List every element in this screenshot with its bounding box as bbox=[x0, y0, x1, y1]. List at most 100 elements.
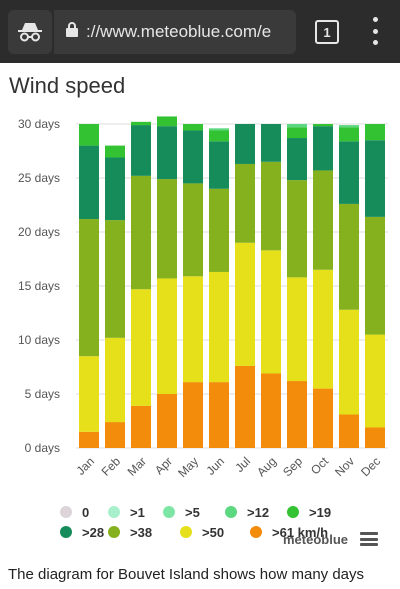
bar-segment[interactable] bbox=[131, 175, 151, 290]
legend-swatch bbox=[60, 506, 72, 518]
bar-segment[interactable] bbox=[157, 116, 177, 127]
bar-segment[interactable] bbox=[183, 124, 203, 131]
bar-segment[interactable] bbox=[313, 126, 333, 171]
bar-segment[interactable] bbox=[287, 381, 307, 448]
bar-segment[interactable] bbox=[261, 250, 281, 374]
legend-swatch bbox=[108, 526, 120, 538]
bar-segment[interactable] bbox=[339, 309, 359, 415]
bar-segment[interactable] bbox=[209, 271, 229, 383]
bar-segment[interactable] bbox=[235, 242, 255, 366]
lock-icon bbox=[66, 22, 78, 42]
bar-segment[interactable] bbox=[365, 124, 385, 141]
bar-segment[interactable] bbox=[131, 405, 151, 448]
bar-segment[interactable] bbox=[235, 124, 255, 164]
legend-item[interactable]: >5 bbox=[163, 505, 225, 520]
x-tick-label: Sep bbox=[280, 454, 305, 479]
bar-segment[interactable] bbox=[339, 125, 359, 128]
bar-segment[interactable] bbox=[131, 125, 151, 176]
x-tick-label: Jun bbox=[204, 454, 228, 478]
page-title: Wind speed bbox=[9, 73, 126, 98]
bar-segment[interactable] bbox=[105, 337, 125, 423]
chart-legend: 0 >1 >5 >12 >19 >28 >38 >50 >61 km/h bbox=[60, 503, 390, 543]
bar-segment[interactable] bbox=[105, 422, 125, 448]
bar-segment[interactable] bbox=[261, 161, 281, 251]
bar-segment[interactable] bbox=[287, 127, 307, 139]
bar-segment[interactable] bbox=[79, 431, 99, 448]
bar-segment[interactable] bbox=[313, 124, 333, 127]
x-tick-label: Feb bbox=[99, 454, 124, 479]
x-tick-label: Jan bbox=[74, 454, 98, 478]
chart-menu-icon[interactable] bbox=[360, 532, 378, 546]
bar-segment[interactable] bbox=[339, 141, 359, 204]
legend-item[interactable]: >1 bbox=[108, 505, 163, 520]
legend-swatch bbox=[250, 526, 262, 538]
bar-segment[interactable] bbox=[313, 170, 333, 270]
legend-label: >12 bbox=[247, 504, 270, 520]
bar-segment[interactable] bbox=[79, 145, 99, 220]
bar-segment[interactable] bbox=[365, 140, 385, 217]
bar-segment[interactable] bbox=[209, 130, 229, 142]
bar-segment[interactable] bbox=[365, 427, 385, 448]
legend-label: >28 bbox=[82, 524, 105, 540]
bar-segment[interactable] bbox=[79, 219, 99, 357]
bar-segment[interactable] bbox=[183, 382, 203, 448]
legend-item[interactable]: 0 bbox=[60, 505, 108, 520]
legend-item[interactable]: >50 bbox=[180, 525, 250, 540]
bar-segment[interactable] bbox=[235, 163, 255, 243]
browser-toolbar: ://www.meteoblue.com/e 1 bbox=[0, 0, 400, 63]
x-tick-label: Mar bbox=[125, 454, 150, 479]
legend-label: >38 bbox=[130, 524, 153, 540]
legend-item[interactable]: >28 bbox=[60, 525, 108, 540]
address-bar[interactable]: ://www.meteoblue.com/e bbox=[54, 10, 296, 54]
bar-segment[interactable] bbox=[339, 203, 359, 310]
bar-segment[interactable] bbox=[79, 124, 99, 146]
legend-item[interactable]: >61 km/h bbox=[250, 525, 340, 540]
bar-segment[interactable] bbox=[365, 216, 385, 335]
legend-swatch bbox=[287, 506, 299, 518]
bar-segment[interactable] bbox=[287, 138, 307, 181]
overflow-menu-icon[interactable] bbox=[370, 17, 380, 45]
bar-segment[interactable] bbox=[235, 365, 255, 448]
bar-segment[interactable] bbox=[79, 356, 99, 432]
chart-description: The diagram for Bouvet Island shows how … bbox=[8, 566, 365, 583]
legend-swatch bbox=[180, 526, 192, 538]
x-tick-label: Oct bbox=[308, 454, 332, 478]
bar-segment[interactable] bbox=[209, 141, 229, 189]
bar-segment[interactable] bbox=[209, 382, 229, 448]
bar-segment[interactable] bbox=[183, 276, 203, 383]
bar-segment[interactable] bbox=[209, 188, 229, 272]
legend-item[interactable]: >38 bbox=[108, 525, 180, 540]
bar-segment[interactable] bbox=[339, 414, 359, 448]
legend-item[interactable]: >19 bbox=[287, 505, 347, 520]
bar-segment[interactable] bbox=[365, 334, 385, 428]
bar-segment[interactable] bbox=[287, 277, 307, 382]
x-tick-label: Aug bbox=[254, 454, 279, 479]
bar-segment[interactable] bbox=[157, 179, 177, 279]
bar-segment[interactable] bbox=[287, 124, 307, 128]
bar-segment[interactable] bbox=[339, 127, 359, 142]
bar-segment[interactable] bbox=[261, 124, 281, 162]
bar-segment[interactable] bbox=[131, 289, 151, 406]
incognito-icon[interactable] bbox=[8, 10, 52, 54]
bar-segment[interactable] bbox=[157, 126, 177, 180]
bar-segment[interactable] bbox=[313, 269, 333, 389]
bar-segment[interactable] bbox=[157, 394, 177, 448]
bar-segment[interactable] bbox=[183, 183, 203, 277]
bar-segment[interactable] bbox=[287, 180, 307, 278]
wind-speed-chart: 0 days 5 days 10 days 15 days 20 days 25 days… bbox=[18, 116, 388, 480]
bar-segment[interactable] bbox=[183, 130, 203, 184]
tab-switcher-button[interactable]: 1 bbox=[315, 20, 339, 44]
legend-label: >19 bbox=[309, 504, 332, 520]
legend-swatch bbox=[108, 506, 120, 518]
bar-segment[interactable] bbox=[157, 278, 177, 394]
url-text: ://www.meteoblue.com/e bbox=[86, 22, 272, 41]
bar-segment[interactable] bbox=[209, 128, 229, 131]
legend-item[interactable]: >12 bbox=[225, 505, 287, 520]
bar-segment[interactable] bbox=[105, 220, 125, 338]
bar-segment[interactable] bbox=[313, 388, 333, 448]
bar-segment[interactable] bbox=[105, 145, 125, 158]
bar-segment[interactable] bbox=[131, 121, 151, 126]
y-tick-label: 25 days bbox=[18, 171, 60, 185]
bar-segment[interactable] bbox=[261, 373, 281, 448]
bar-segment[interactable] bbox=[105, 157, 125, 221]
